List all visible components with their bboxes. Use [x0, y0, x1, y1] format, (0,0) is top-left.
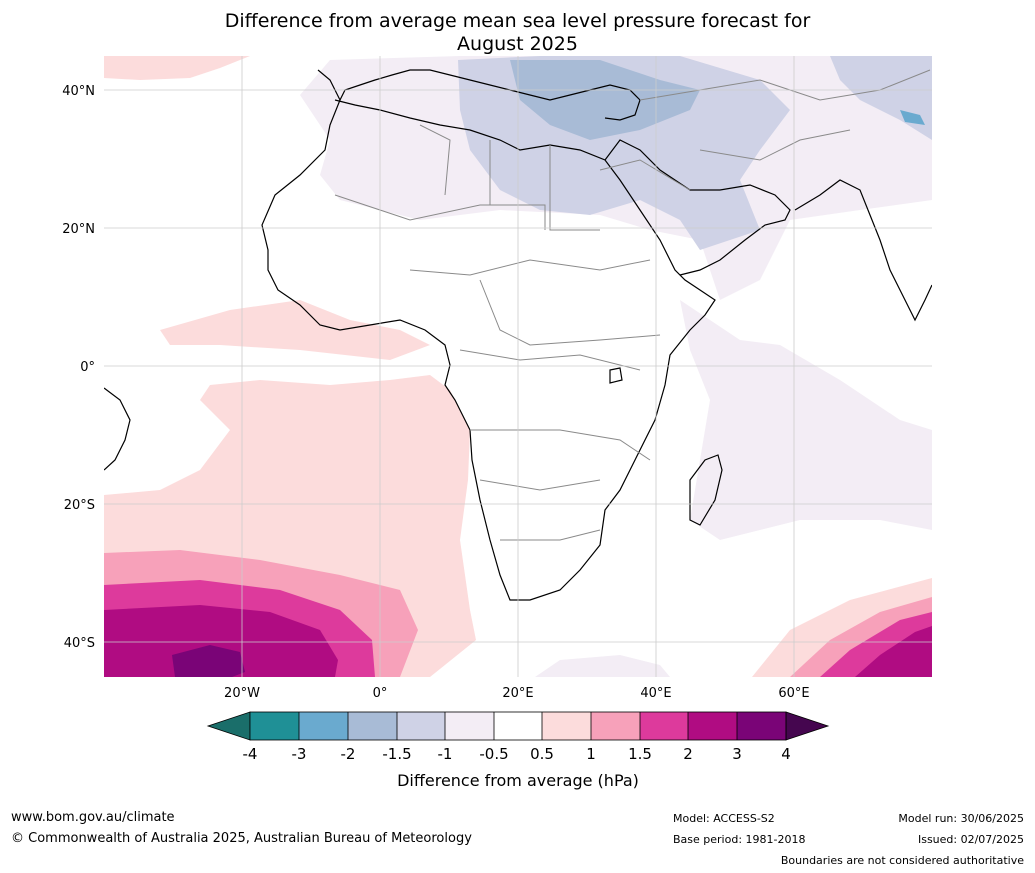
footer-issued: Issued: 02/07/2025 [917, 833, 1024, 846]
latitude-labels: 40°N 20°N 0° 20°S 40°S [62, 84, 95, 651]
colorbar-tick: 0.5 [530, 745, 554, 763]
colorbar-swatch [299, 712, 348, 740]
title-line-1: Difference from average mean sea level p… [224, 10, 811, 32]
colorbar-tick: -4 [243, 745, 258, 763]
footer-model: Model: ACCESS-S2 [673, 812, 775, 825]
colorbar-swatch [250, 712, 299, 740]
longitude-labels: 20°W 0° 20°E 40°E 60°E [224, 686, 810, 701]
colorbar-tick: -3 [292, 745, 307, 763]
pressure-anomaly-high-north-atlantic [104, 56, 250, 80]
colorbar-swatch [348, 712, 397, 740]
colorbar-tick: -1 [438, 745, 453, 763]
pressure-anomaly-high-south-indian [752, 578, 932, 677]
lon-label-40e: 40°E [640, 686, 671, 701]
colorbar-swatch [640, 712, 688, 740]
colorbar-tick: -0.5 [479, 745, 508, 763]
colorbar-tick: -2 [341, 745, 356, 763]
colorbar-tick: 1 [586, 745, 596, 763]
gridlines [104, 56, 932, 677]
colorbar-tick: 1.5 [628, 745, 652, 763]
colorbar-swatch [542, 712, 591, 740]
colorbar-tick: -1.5 [382, 745, 411, 763]
colorbar-swatch [737, 712, 786, 740]
colorbar-swatch [688, 712, 737, 740]
colorbar-max-extension [785, 711, 830, 741]
lat-label-20s: 20°S [64, 498, 95, 513]
colorbar-min-extension [206, 711, 251, 741]
colorbar-swatch [445, 712, 494, 740]
colorbar-tick: 3 [732, 745, 742, 763]
footer-model-run: Model run: 30/06/2025 [898, 812, 1024, 825]
colorbar-dividers [298, 712, 738, 740]
map-area [104, 56, 932, 677]
lon-label-20w: 20°W [224, 686, 260, 701]
colorbar-tick-labels: -4 -3 -2 -1.5 -1 -0.5 0.5 1 1.5 2 3 4 [243, 745, 791, 763]
lon-label-60e: 60°E [778, 686, 809, 701]
colorbar-swatch [397, 712, 445, 740]
coastlines [104, 69, 932, 601]
lon-label-20e: 20°E [502, 686, 533, 701]
colorbar-tick: 4 [781, 745, 791, 763]
chart-title: Difference from average mean sea level p… [0, 10, 1035, 56]
colorbar: -4 -3 -2 -1.5 -1 -0.5 0.5 1 1.5 2 3 4 Di… [206, 711, 830, 790]
colorbar-tick: 2 [683, 745, 693, 763]
colorbar-swatch [591, 712, 640, 740]
colorbar-title: Difference from average (hPa) [397, 771, 639, 790]
footer-copyright: © Commonwealth of Australia 2025, Austra… [11, 831, 472, 846]
lat-label-40s: 40°S [64, 636, 95, 651]
lat-label-0: 0° [80, 360, 95, 375]
colorbar-frame [249, 711, 787, 741]
footer-url[interactable]: www.bom.gov.au/climate [11, 810, 175, 825]
lat-label-20n: 20°N [62, 222, 95, 237]
pressure-anomaly-high-south-atlantic [104, 300, 476, 677]
title-line-2: August 2025 [457, 33, 578, 55]
pressure-anomaly-low-north [300, 56, 932, 677]
footer-disclaimer: Boundaries are not considered authoritat… [780, 854, 1024, 867]
lat-label-40n: 40°N [62, 84, 95, 99]
lon-label-0: 0° [373, 686, 388, 701]
footer-base-period: Base period: 1981-2018 [673, 833, 806, 846]
colorbar-swatch [494, 712, 542, 740]
